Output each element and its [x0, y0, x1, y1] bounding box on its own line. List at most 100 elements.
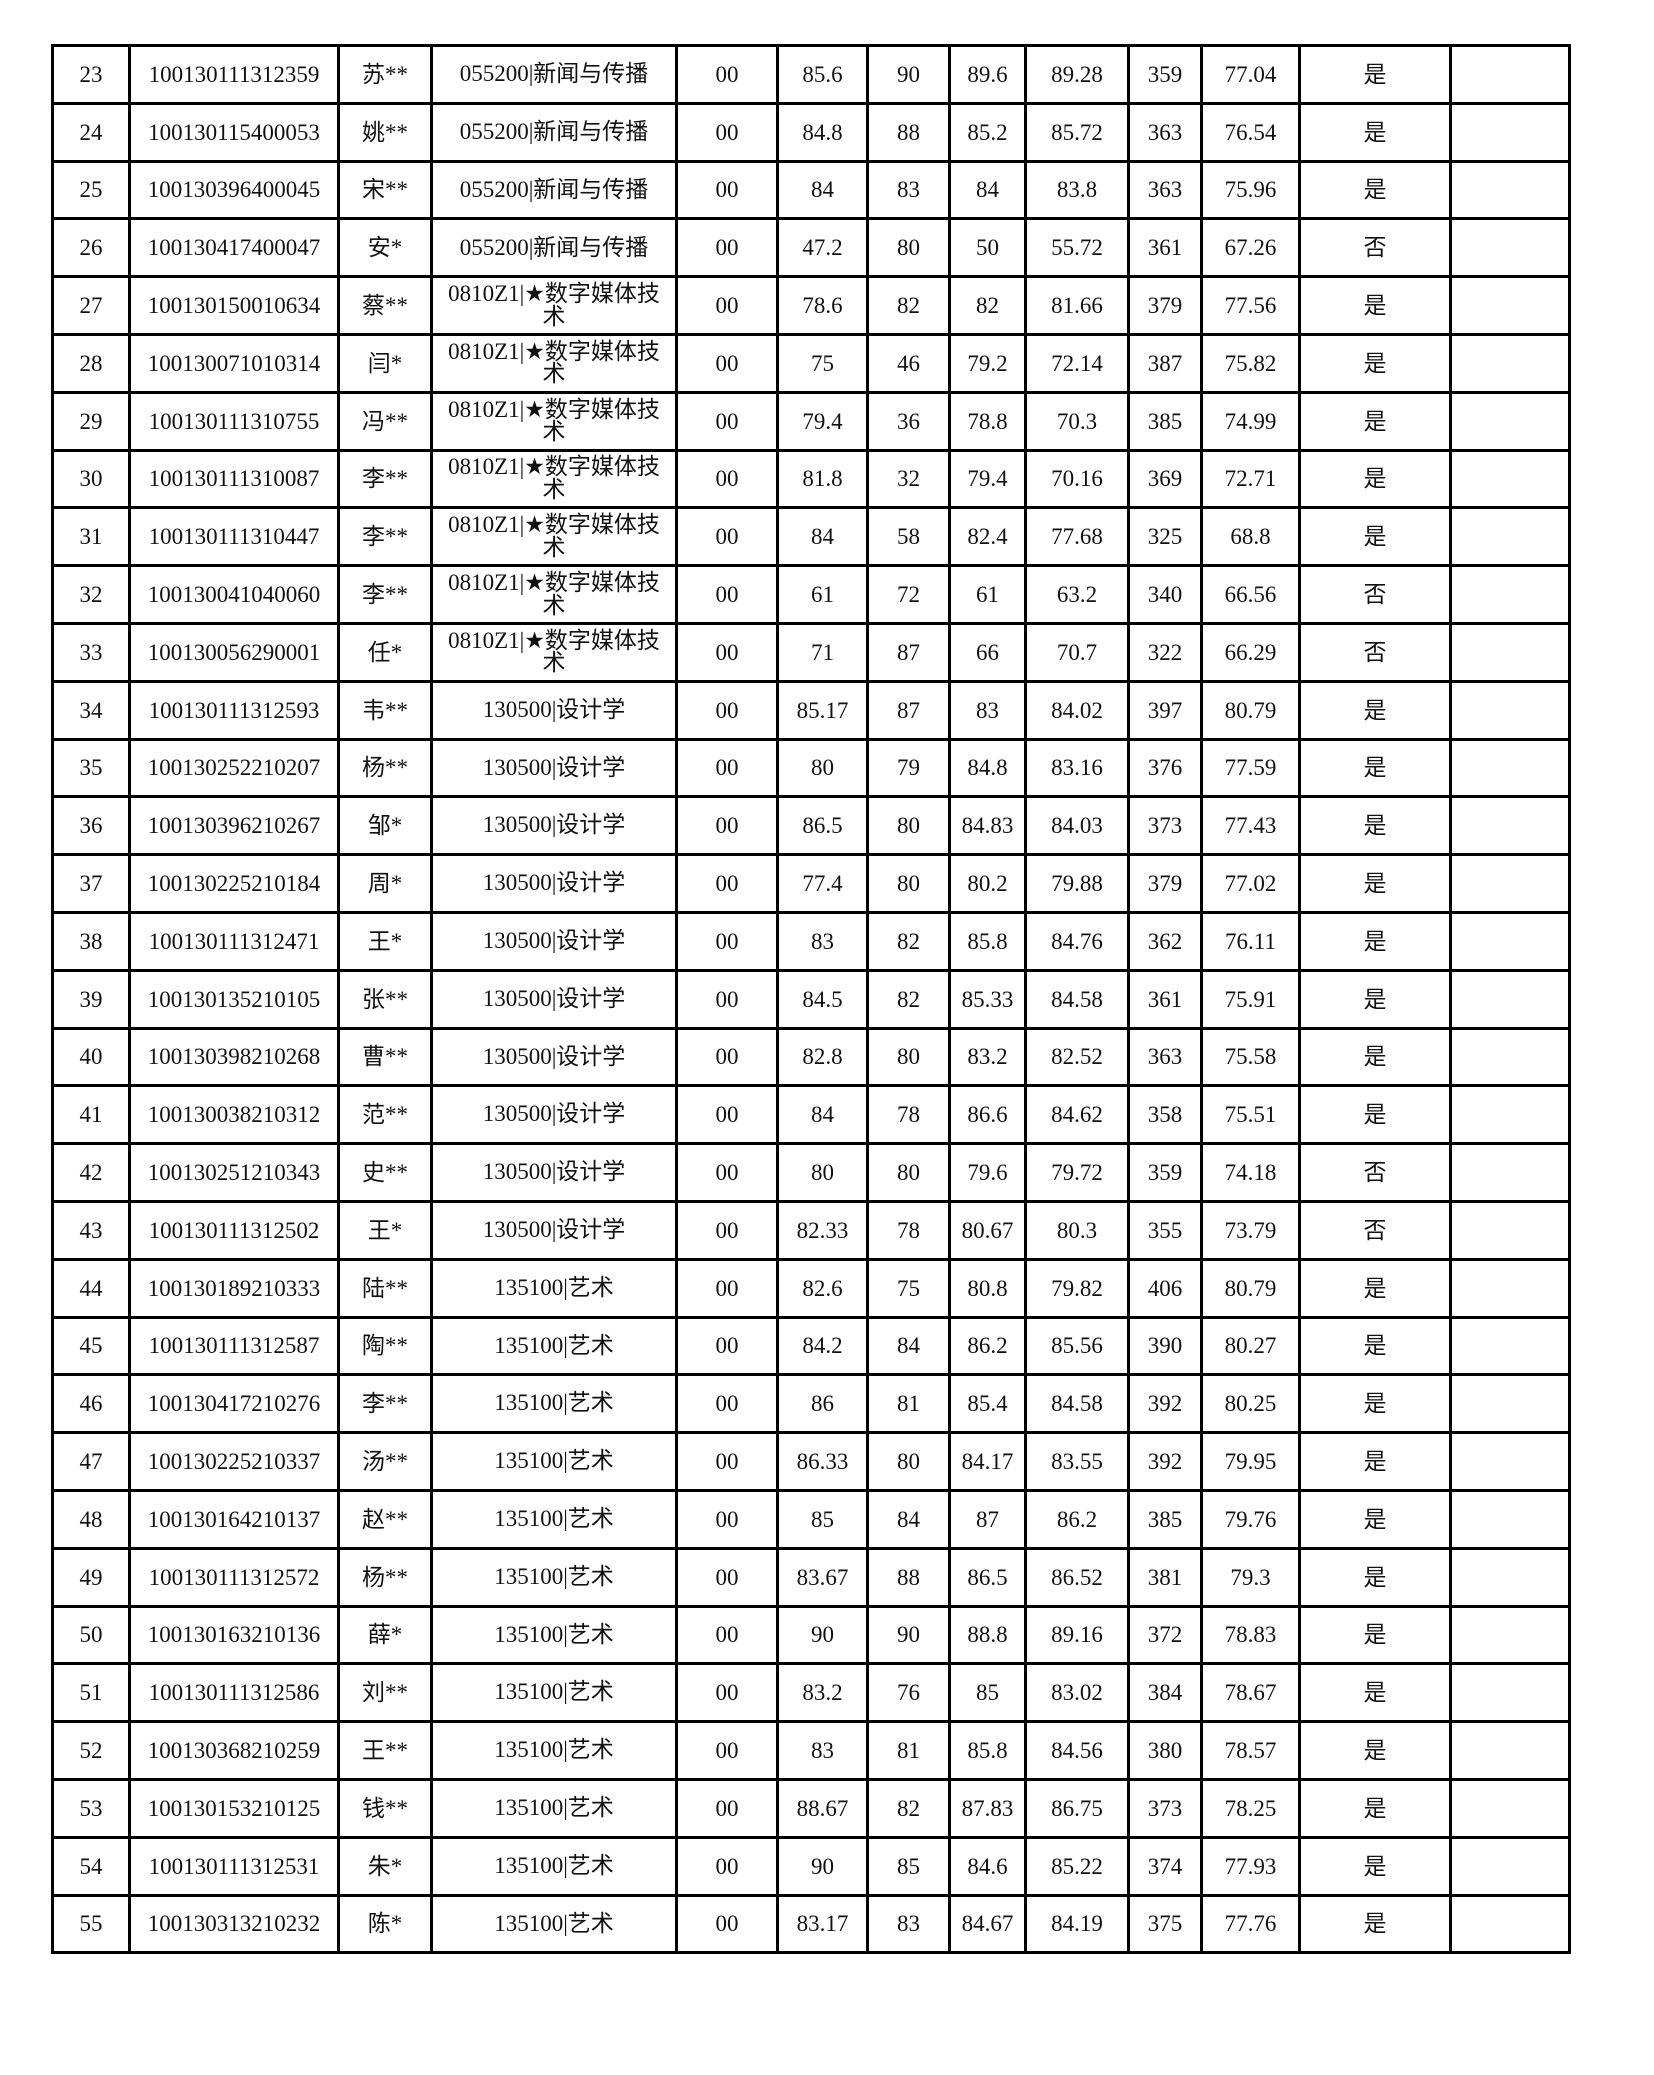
- name-cell: 李**: [337, 564, 433, 625]
- remarks-cell: [1449, 448, 1571, 510]
- remarks-cell: [1449, 1488, 1571, 1550]
- retest-score-cell: 86.2: [1024, 1488, 1130, 1550]
- score-b-cell: 80: [866, 1142, 951, 1203]
- score-c-cell: 84: [948, 159, 1027, 221]
- name-cell: 曹**: [337, 1026, 433, 1088]
- remarks-cell: [1449, 1373, 1571, 1435]
- score-a-cell: 75: [776, 332, 869, 394]
- major-cell: 0810Z1|★数字媒体技术: [430, 275, 678, 336]
- exam-id-cell: 100130056290001: [128, 621, 340, 683]
- table-row: 36 100130396210267 邹* 130500|设计学 00 86.5 80 84.…: [51, 795, 1571, 857]
- retest-score-cell: 84.03: [1024, 795, 1130, 857]
- major-cell: 130500|设计学: [430, 1084, 678, 1146]
- major-cell: 135100|艺术: [430, 1662, 678, 1724]
- score-b-cell: 85: [866, 1835, 951, 1897]
- total-score-cell: 77.56: [1200, 275, 1301, 336]
- total-score-cell: 75.91: [1200, 968, 1301, 1030]
- direction-code-cell: 00: [675, 910, 779, 972]
- exam-id-cell: 100130164210137: [128, 1488, 340, 1550]
- major-cell: 135100|艺术: [430, 1488, 678, 1550]
- exam-id-cell: 100130153210125: [128, 1777, 340, 1839]
- exam-id-cell: 100130111312531: [128, 1835, 340, 1897]
- total-score-cell: 74.99: [1200, 390, 1301, 452]
- row-number-cell: 30: [51, 448, 131, 510]
- score-b-cell: 80: [866, 217, 951, 279]
- direction-code-cell: 00: [675, 1199, 779, 1261]
- initial-score-cell: 387: [1127, 332, 1203, 394]
- initial-score-cell: 358: [1127, 1084, 1203, 1146]
- score-a-cell: 84: [776, 1084, 869, 1146]
- total-score-cell: 75.51: [1200, 1084, 1301, 1146]
- row-number-cell: 40: [51, 1026, 131, 1088]
- direction-code-cell: 00: [675, 679, 779, 741]
- initial-score-cell: 373: [1127, 1777, 1203, 1839]
- initial-score-cell: 392: [1127, 1373, 1203, 1435]
- total-score-cell: 77.59: [1200, 737, 1301, 799]
- score-b-cell: 58: [866, 506, 951, 568]
- exam-id-cell: 100130225210184: [128, 853, 340, 914]
- direction-code-cell: 00: [675, 1026, 779, 1088]
- exam-id-cell: 100130225210337: [128, 1431, 340, 1492]
- score-a-cell: 82.8: [776, 1026, 869, 1088]
- retest-score-cell: 55.72: [1024, 217, 1130, 279]
- score-b-cell: 79: [866, 737, 951, 799]
- direction-code-cell: 00: [675, 332, 779, 394]
- initial-score-cell: 385: [1127, 1488, 1203, 1550]
- row-number-cell: 47: [51, 1431, 131, 1492]
- direction-code-cell: 00: [675, 1835, 779, 1897]
- admitted-cell: 是: [1298, 1084, 1452, 1146]
- table-body: 23 100130111312359 苏** 055200|新闻与传播 00 85.6 90…: [51, 44, 1571, 1955]
- name-cell: 宋**: [337, 159, 433, 221]
- admitted-cell: 是: [1298, 968, 1452, 1030]
- remarks-cell: [1449, 621, 1571, 683]
- admitted-cell: 是: [1298, 275, 1452, 336]
- exam-id-cell: 100130396400045: [128, 159, 340, 221]
- row-number-cell: 32: [51, 564, 131, 625]
- score-c-cell: 79.2: [948, 332, 1027, 394]
- retest-score-cell: 85.22: [1024, 1835, 1130, 1897]
- row-number-cell: 29: [51, 390, 131, 452]
- retest-score-cell: 84.56: [1024, 1720, 1130, 1781]
- initial-score-cell: 363: [1127, 1026, 1203, 1088]
- major-cell: 135100|艺术: [430, 1257, 678, 1319]
- major-cell: 130500|设计学: [430, 1199, 678, 1261]
- direction-code-cell: 00: [675, 968, 779, 1030]
- score-b-cell: 46: [866, 332, 951, 394]
- row-number-cell: 23: [51, 44, 131, 105]
- table-row: 41 100130038210312 范** 130500|设计学 00 84 78 86.6…: [51, 1084, 1571, 1146]
- exam-id-cell: 100130115400053: [128, 101, 340, 163]
- direction-code-cell: 00: [675, 1257, 779, 1319]
- admitted-cell: 是: [1298, 332, 1452, 394]
- retest-score-cell: 84.58: [1024, 1373, 1130, 1435]
- row-number-cell: 51: [51, 1662, 131, 1724]
- remarks-cell: [1449, 1777, 1571, 1839]
- total-score-cell: 75.58: [1200, 1026, 1301, 1088]
- table-row: 53 100130153210125 钱** 135100|艺术 00 88.67 82 87…: [51, 1777, 1571, 1839]
- score-b-cell: 87: [866, 621, 951, 683]
- score-a-cell: 82.33: [776, 1199, 869, 1261]
- major-cell: 130500|设计学: [430, 853, 678, 914]
- admitted-cell: 是: [1298, 1315, 1452, 1377]
- score-a-cell: 84.2: [776, 1315, 869, 1377]
- score-a-cell: 84: [776, 506, 869, 568]
- exam-id-cell: 100130111312587: [128, 1315, 340, 1377]
- name-cell: 范**: [337, 1084, 433, 1146]
- score-a-cell: 85.17: [776, 679, 869, 741]
- score-b-cell: 80: [866, 1026, 951, 1088]
- direction-code-cell: 00: [675, 44, 779, 105]
- name-cell: 冯**: [337, 390, 433, 452]
- remarks-cell: [1449, 679, 1571, 741]
- table-row: 24 100130115400053 姚** 055200|新闻与传播 00 84.8 88…: [51, 101, 1571, 163]
- admitted-cell: 是: [1298, 390, 1452, 452]
- retest-score-cell: 85.72: [1024, 101, 1130, 163]
- direction-code-cell: 00: [675, 1488, 779, 1550]
- exam-id-cell: 100130398210268: [128, 1026, 340, 1088]
- score-a-cell: 80: [776, 1142, 869, 1203]
- admitted-cell: 是: [1298, 44, 1452, 105]
- admitted-cell: 是: [1298, 737, 1452, 799]
- score-b-cell: 83: [866, 159, 951, 221]
- initial-score-cell: 390: [1127, 1315, 1203, 1377]
- score-c-cell: 84.17: [948, 1431, 1027, 1492]
- row-number-cell: 33: [51, 621, 131, 683]
- score-c-cell: 50: [948, 217, 1027, 279]
